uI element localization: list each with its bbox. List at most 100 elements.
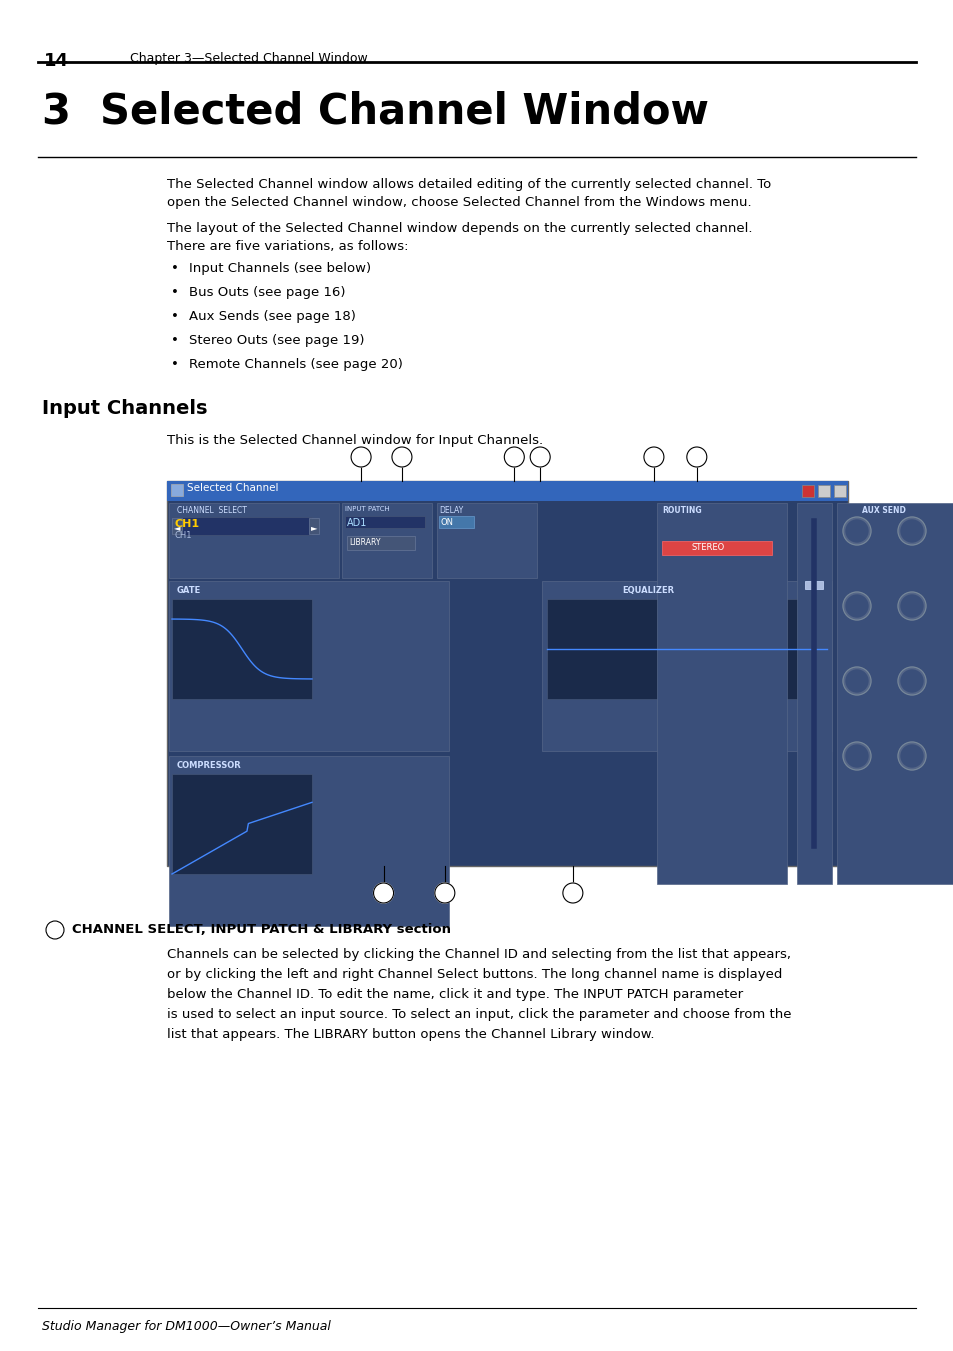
Text: 7: 7 [379,886,387,900]
Text: COMPRESSOR: COMPRESSOR [177,761,241,770]
Text: Aux Sends (see page 18): Aux Sends (see page 18) [189,309,355,323]
Text: Studio Manager for DM1000—Owner’s Manual: Studio Manager for DM1000—Owner’s Manual [42,1320,331,1333]
FancyBboxPatch shape [341,503,432,578]
FancyBboxPatch shape [657,503,786,884]
FancyBboxPatch shape [172,517,182,534]
Text: 1: 1 [357,450,364,463]
Text: This is the Selected Channel window for Input Channels.: This is the Selected Channel window for … [167,434,542,447]
FancyBboxPatch shape [438,516,474,528]
Text: •: • [171,262,178,276]
Circle shape [845,744,867,767]
Text: Input Channels: Input Channels [42,399,208,417]
Text: 2: 2 [397,450,405,463]
Circle shape [900,520,923,542]
Text: 14: 14 [44,51,69,70]
Circle shape [842,592,870,620]
Circle shape [897,667,925,694]
Text: ON: ON [440,517,454,527]
FancyBboxPatch shape [172,774,312,874]
Circle shape [897,592,925,620]
Circle shape [845,520,867,542]
FancyBboxPatch shape [169,581,449,751]
Text: CH1: CH1 [174,531,193,540]
Text: GATE: GATE [177,586,201,594]
FancyBboxPatch shape [796,503,831,884]
Text: •: • [171,286,178,299]
FancyBboxPatch shape [541,581,831,751]
Circle shape [686,447,706,467]
Text: •: • [171,358,178,372]
Circle shape [897,742,925,770]
Text: EQUALIZER: EQUALIZER [621,586,674,594]
Text: 3: 3 [510,450,517,463]
FancyBboxPatch shape [836,503,953,884]
Text: •: • [171,334,178,347]
Text: The layout of the Selected Channel window depends on the currently selected chan: The layout of the Selected Channel windo… [167,222,752,235]
Circle shape [374,884,394,902]
FancyBboxPatch shape [172,598,312,698]
Text: list that appears. The LIBRARY button opens the Channel Library window.: list that appears. The LIBRARY button op… [167,1028,654,1042]
Circle shape [643,447,663,467]
Text: STEREO: STEREO [691,543,724,553]
Text: The Selected Channel window allows detailed editing of the currently selected ch: The Selected Channel window allows detai… [167,178,770,190]
FancyBboxPatch shape [804,581,822,589]
FancyBboxPatch shape [833,485,845,497]
Text: Bus Outs (see page 16): Bus Outs (see page 16) [189,286,345,299]
Text: ◄: ◄ [173,523,180,532]
Circle shape [46,921,64,939]
FancyBboxPatch shape [661,540,771,555]
Text: 4: 4 [536,450,543,463]
Circle shape [845,594,867,617]
Circle shape [504,447,524,467]
Text: 6: 6 [692,450,700,463]
FancyBboxPatch shape [309,517,318,534]
Text: There are five variations, as follows:: There are five variations, as follows: [167,240,408,253]
Text: below the Channel ID. To edit the name, click it and type. The INPUT PATCH param: below the Channel ID. To edit the name, … [167,988,742,1001]
Circle shape [897,517,925,544]
Text: Input Channels (see below): Input Channels (see below) [189,262,371,276]
FancyBboxPatch shape [167,481,847,866]
FancyBboxPatch shape [169,503,338,578]
Text: 8: 8 [440,886,448,900]
Circle shape [845,670,867,692]
Circle shape [842,667,870,694]
Circle shape [900,744,923,767]
FancyBboxPatch shape [167,481,847,501]
Circle shape [842,742,870,770]
Circle shape [530,447,550,467]
FancyBboxPatch shape [169,757,449,925]
Text: Remote Channels (see page 20): Remote Channels (see page 20) [189,358,402,372]
Circle shape [842,517,870,544]
Text: CHANNEL  SELECT: CHANNEL SELECT [177,507,247,515]
Text: ROUTING: ROUTING [661,507,700,515]
Text: 1: 1 [51,925,58,935]
Text: 5: 5 [650,450,657,463]
Text: 9: 9 [569,886,576,900]
FancyBboxPatch shape [436,503,537,578]
Circle shape [562,884,582,902]
Circle shape [900,594,923,617]
Text: or by clicking the left and right Channel Select buttons. The long channel name : or by clicking the left and right Channe… [167,969,781,981]
FancyBboxPatch shape [347,536,415,550]
Text: CH1: CH1 [174,519,200,530]
FancyBboxPatch shape [801,485,813,497]
Circle shape [392,447,412,467]
Text: CHANNEL SELECT, INPUT PATCH & LIBRARY section: CHANNEL SELECT, INPUT PATCH & LIBRARY se… [71,923,451,936]
Circle shape [900,670,923,692]
Text: AD1: AD1 [347,517,367,528]
Text: Chapter 3—Selected Channel Window: Chapter 3—Selected Channel Window [130,51,367,65]
Text: DELAY: DELAY [438,507,463,515]
Text: AUX SEND: AUX SEND [862,507,905,515]
FancyBboxPatch shape [345,516,424,528]
Text: Channels can be selected by clicking the Channel ID and selecting from the list : Channels can be selected by clicking the… [167,948,790,961]
Text: is used to select an input source. To select an input, click the parameter and c: is used to select an input source. To se… [167,1008,791,1021]
Text: LIBRARY: LIBRARY [349,538,380,547]
FancyBboxPatch shape [171,484,183,496]
FancyBboxPatch shape [546,598,826,698]
Text: Stereo Outs (see page 19): Stereo Outs (see page 19) [189,334,364,347]
FancyBboxPatch shape [172,517,312,535]
Text: •: • [171,309,178,323]
Text: open the Selected Channel window, choose Selected Channel from the Windows menu.: open the Selected Channel window, choose… [167,196,751,209]
Text: Selected Channel: Selected Channel [187,484,278,493]
Circle shape [435,884,455,902]
